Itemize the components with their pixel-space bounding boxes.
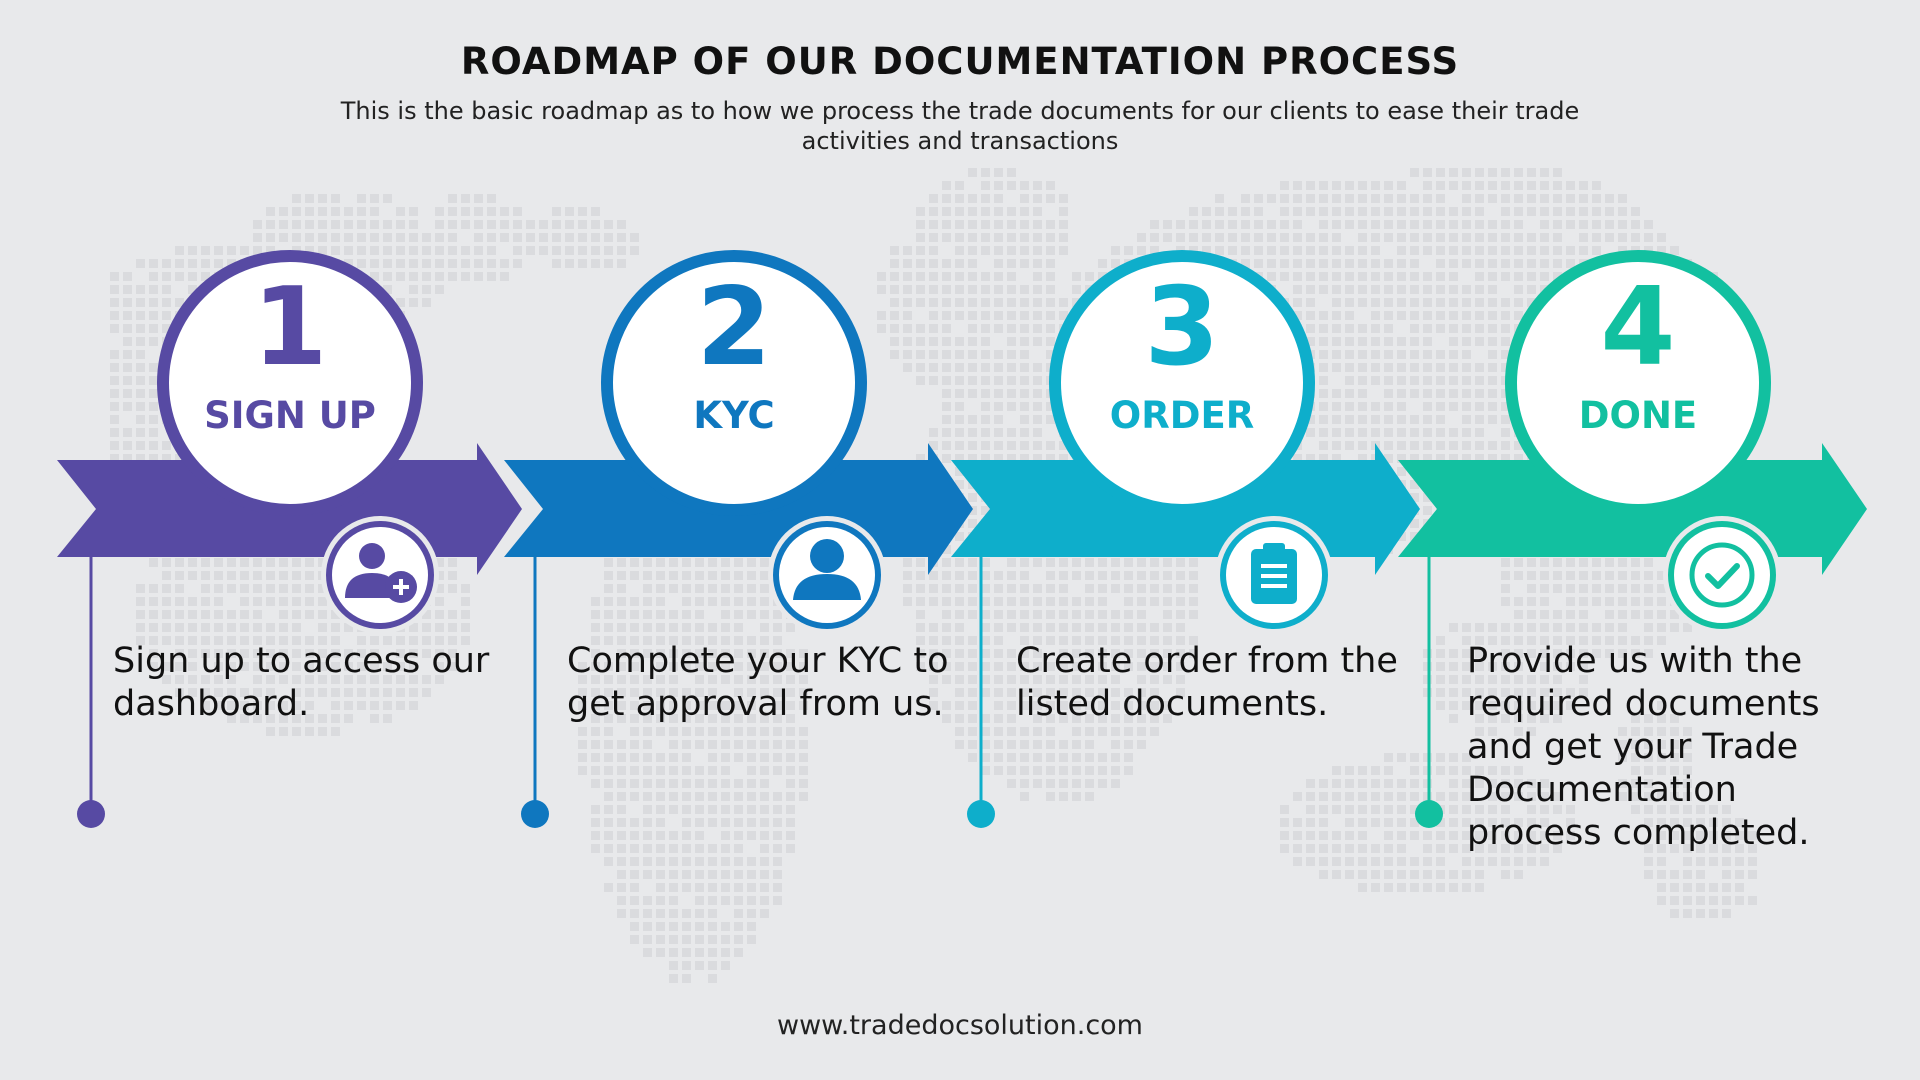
user-icon	[768, 516, 886, 634]
check-circle-icon	[1663, 516, 1781, 634]
footer-website: www.tradedocsolution.com	[776, 1010, 1143, 1041]
step-3-number: 3	[1144, 265, 1219, 390]
step-4-dot	[1415, 800, 1443, 828]
page-title: ROADMAP OF OUR DOCUMENTATION PROCESS	[460, 40, 1460, 83]
step-4-label: DONE	[1579, 394, 1697, 437]
step-4-circle	[1505, 250, 1771, 516]
step-1-dot	[77, 800, 105, 828]
add-user-icon	[321, 516, 439, 634]
step-4-description: Provide us with the required documents a…	[1467, 641, 1820, 853]
step-2-description: Complete your KYC to get approval from u…	[567, 641, 949, 724]
step-3-dot	[967, 800, 995, 828]
step-3-description: Create order from the listed documents.	[1016, 641, 1398, 724]
step-2-circle	[601, 250, 867, 516]
step-4-number: 4	[1600, 265, 1675, 390]
step-1-description: Sign up to access our dashboard.	[113, 641, 490, 724]
step-1-label: SIGN UP	[204, 394, 376, 437]
step-2-number: 2	[696, 265, 771, 390]
clipboard-icon	[1215, 516, 1333, 634]
step-3-circle	[1049, 250, 1315, 516]
step-1-circle	[157, 250, 423, 516]
step-2-label: KYC	[693, 394, 774, 437]
step-3-label: ORDER	[1110, 394, 1254, 437]
step-2-dot	[521, 800, 549, 828]
step-1-number: 1	[252, 265, 327, 390]
page-subtitle: This is the basic roadmap as to how we p…	[340, 97, 1580, 155]
